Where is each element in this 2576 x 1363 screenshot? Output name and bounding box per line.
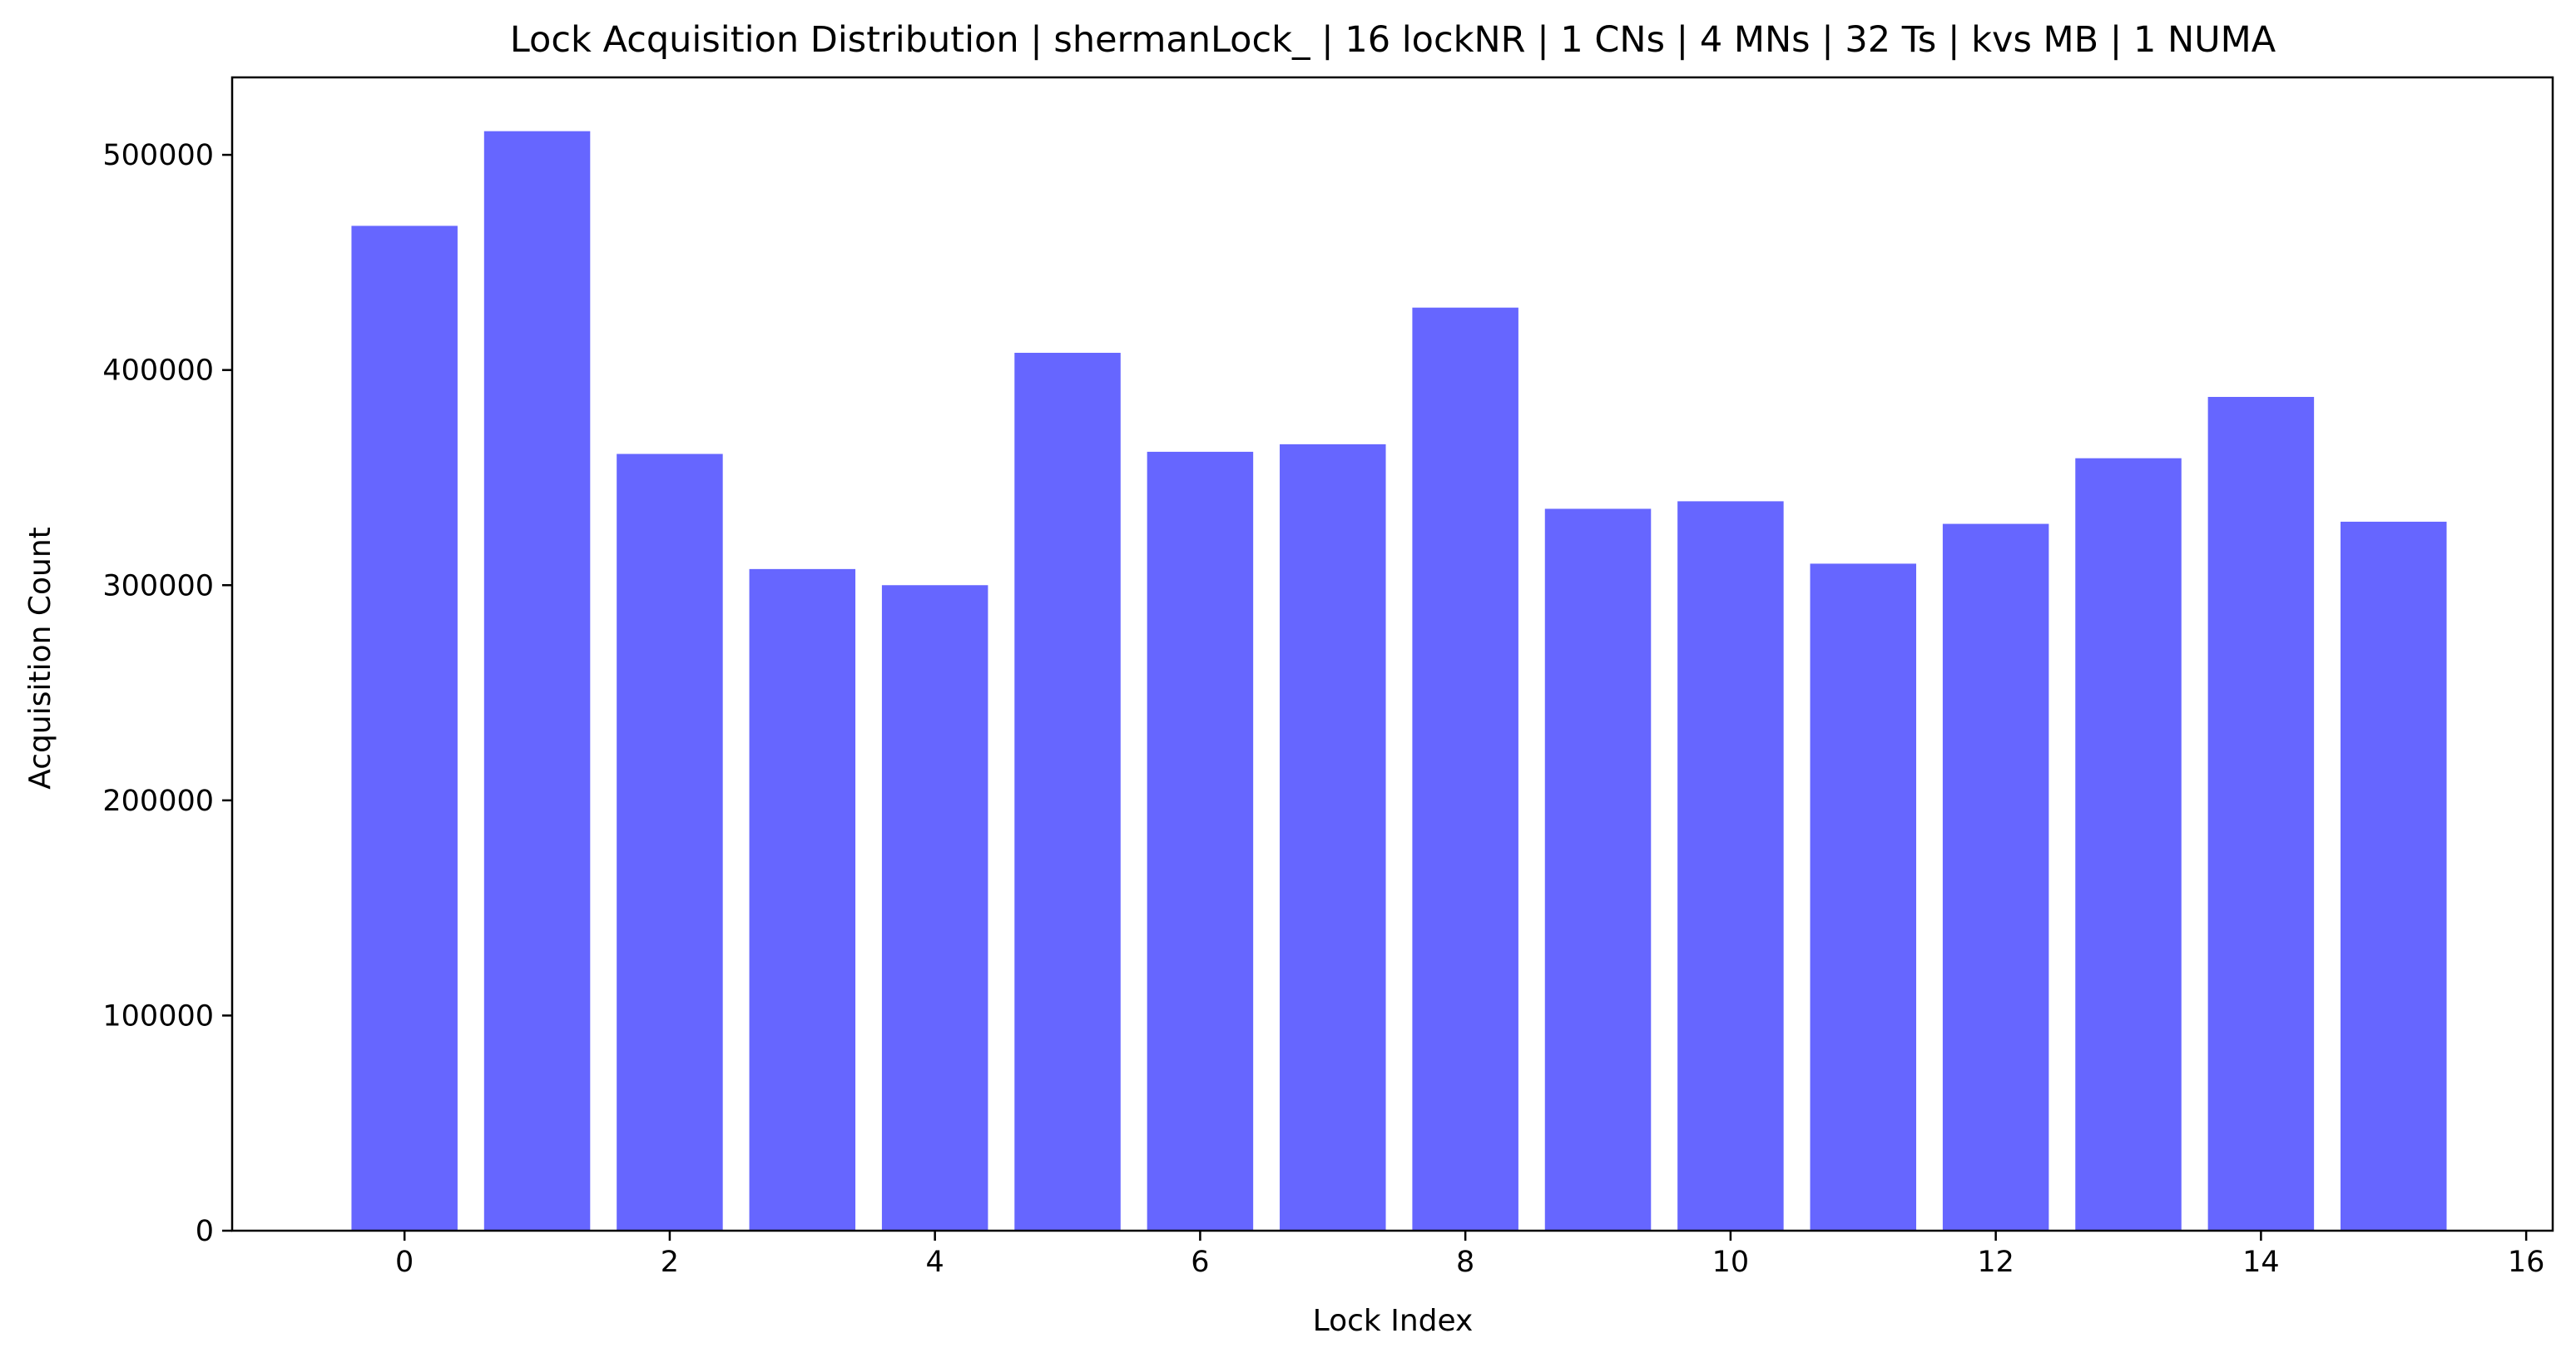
plot-area-frame <box>230 76 2554 1232</box>
bars-group <box>351 131 2447 1232</box>
bar-lock-14 <box>2207 396 2315 1232</box>
x-tick-label: 6 <box>1191 1246 1209 1279</box>
bar-lock-7 <box>1280 444 1386 1231</box>
x-tick-label: 12 <box>1977 1246 2014 1279</box>
x-axis-ticks: 0 2 4 6 8 10 12 14 16 <box>395 1231 2544 1279</box>
bar-lock-13 <box>2075 458 2182 1231</box>
x-tick-label: 8 <box>1456 1246 1474 1279</box>
x-tick-label: 4 <box>926 1246 944 1279</box>
bar-lock-8 <box>1412 307 1518 1231</box>
x-axis-label: Lock Index <box>1313 1304 1474 1338</box>
bar-lock-1 <box>483 131 591 1232</box>
x-tick-label: 14 <box>2242 1246 2280 1279</box>
chart-title: Lock Acquisition Distribution | shermanL… <box>510 19 2276 61</box>
bar-lock-11 <box>1810 563 1917 1231</box>
bar-lock-12 <box>1942 523 2049 1231</box>
y-axis-ticks: 0 100000 200000 300000 400000 500000 <box>102 139 232 1248</box>
y-axis-label: Acquisition Count <box>23 527 57 790</box>
y-tick-label: 300000 <box>102 569 214 602</box>
bar-lock-6 <box>1147 451 1254 1231</box>
x-tick-label: 0 <box>395 1246 414 1279</box>
bar-lock-4 <box>881 585 988 1231</box>
bar-lock-0 <box>351 226 458 1231</box>
x-tick-label: 10 <box>1712 1246 1750 1279</box>
bar-lock-9 <box>1544 508 1652 1231</box>
y-tick-label: 100000 <box>102 999 214 1033</box>
bar-lock-2 <box>617 454 723 1231</box>
y-tick-label: 500000 <box>102 139 214 172</box>
x-tick-label: 16 <box>2508 1246 2545 1279</box>
bar-lock-5 <box>1014 352 1121 1231</box>
bar-lock-15 <box>2341 521 2447 1231</box>
bar-lock-3 <box>749 568 856 1231</box>
bar-lock-10 <box>1677 501 1784 1231</box>
y-tick-label: 400000 <box>102 354 214 388</box>
y-tick-label: 200000 <box>102 785 214 818</box>
x-tick-label: 2 <box>661 1246 679 1279</box>
y-tick-label: 0 <box>196 1215 214 1248</box>
